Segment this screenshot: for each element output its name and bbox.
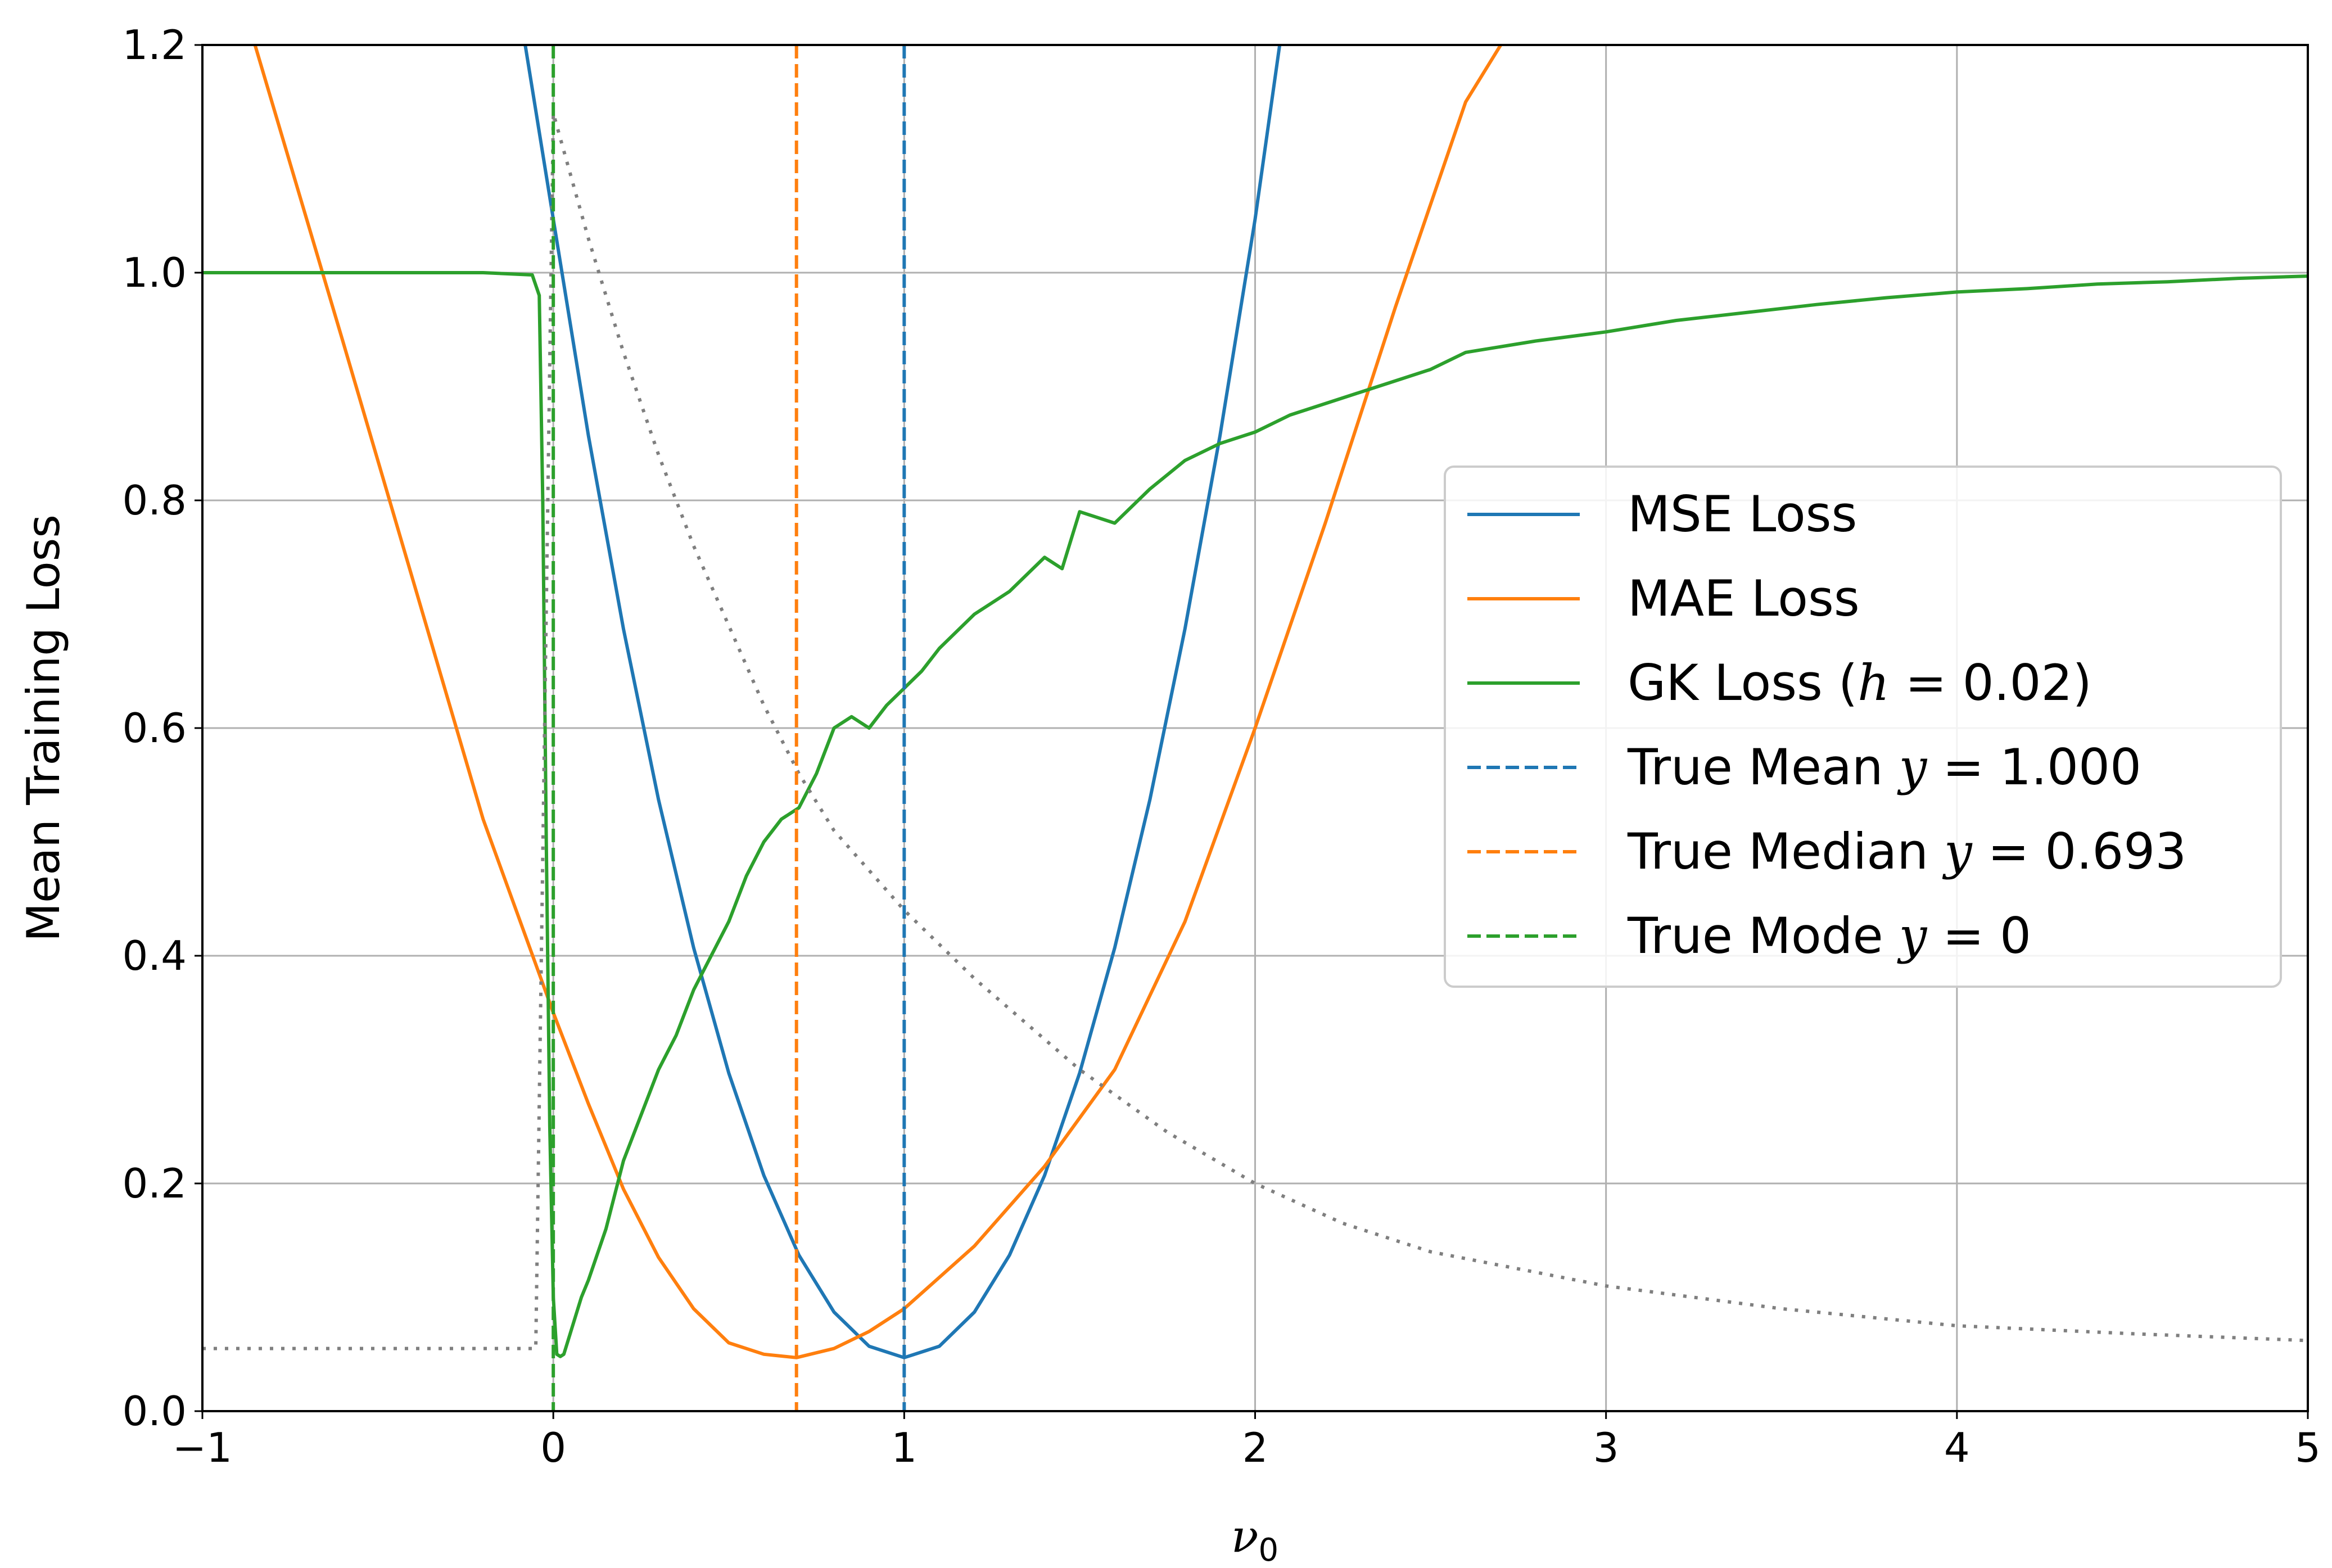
y-tick-label: 0.2 <box>122 1160 187 1207</box>
legend-label-gk: GK Loss (h = 0.02) <box>1628 654 2092 712</box>
x-tick-label: −1 <box>173 1424 232 1471</box>
legend-label-mse: MSE Loss <box>1628 485 1857 543</box>
y-axis: 0.0 0.2 0.4 0.6 0.8 1.0 1.2 <box>122 21 202 1435</box>
legend: MSE Loss MAE Loss GK Loss (h = 0.02) True M… <box>1444 466 2282 988</box>
gk-loss-line <box>202 271 2308 1358</box>
y-tick-label: 0.0 <box>122 1388 187 1435</box>
x-tick-label: 2 <box>1242 1424 1268 1471</box>
x-tick-label: 1 <box>891 1424 917 1471</box>
y-tick-label: 0.6 <box>122 704 187 752</box>
x-tick-label: 0 <box>540 1424 566 1471</box>
y-tick-label: 1.2 <box>122 21 187 69</box>
x-tick-label: 5 <box>2295 1424 2321 1471</box>
legend-label-true-mode: True Mode y = 0 <box>1627 907 2031 965</box>
series-layer <box>202 45 2308 1411</box>
y-tick-label: 1.0 <box>122 249 187 296</box>
x-axis: −1 0 1 2 3 4 5 <box>173 1411 2321 1471</box>
mae-loss-line <box>253 45 1502 1359</box>
density-curve-line <box>202 111 2308 1350</box>
y-tick-label: 0.4 <box>122 932 187 979</box>
y-tick-label: 0.8 <box>122 477 187 524</box>
legend-label-true-median: True Median y = 0.693 <box>1627 823 2186 880</box>
legend-box <box>1444 466 2282 988</box>
x-tick-label: 4 <box>1944 1424 1970 1471</box>
legend-label-mae: MAE Loss <box>1628 570 1860 627</box>
legend-label-true-mean: True Mean y = 1.000 <box>1627 738 2141 796</box>
y-axis-label: Mean Training Loss <box>17 514 70 942</box>
x-axis-label: ν0 <box>1231 1510 1278 1568</box>
x-tick-label: 3 <box>1593 1424 1619 1471</box>
